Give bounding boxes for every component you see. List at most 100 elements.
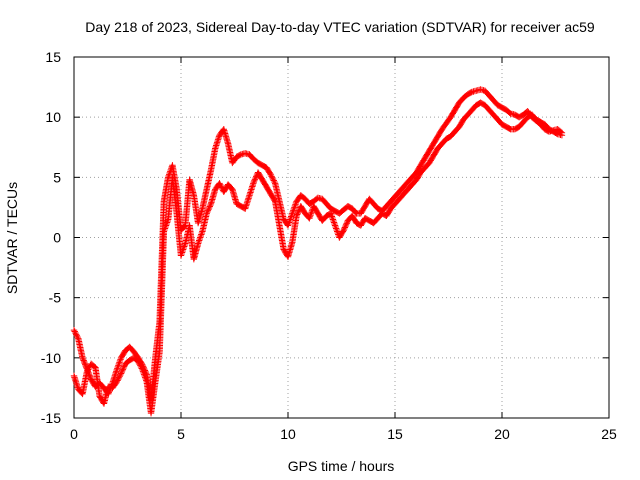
data-point [203, 210, 210, 217]
y-tick-label: -10 [41, 350, 61, 366]
data-point [195, 237, 203, 244]
data-point [116, 357, 124, 365]
data-point [140, 369, 147, 377]
data-point [72, 331, 80, 338]
data-point [197, 232, 204, 240]
data-point [82, 361, 89, 368]
data-point [115, 362, 122, 369]
data-point [340, 227, 347, 234]
data-point [164, 217, 171, 225]
data-point [292, 199, 300, 207]
data-point [290, 207, 297, 214]
data-point [307, 212, 314, 219]
data-point [217, 182, 225, 190]
data-point [80, 357, 87, 364]
data-point [79, 354, 86, 362]
data-point [342, 221, 350, 228]
data-point [216, 180, 223, 187]
data-point [341, 224, 349, 231]
data-point [342, 222, 349, 230]
data-point [308, 209, 315, 216]
data-point [179, 246, 187, 253]
data-point [327, 210, 334, 217]
y-tick-label: 0 [53, 230, 61, 246]
data-point [137, 363, 145, 371]
x-tick-label: 20 [494, 426, 510, 442]
y-tick-label: 10 [45, 109, 61, 125]
data-point [179, 247, 186, 255]
y-tick-label: -15 [41, 410, 61, 426]
data-point [82, 362, 89, 370]
data-point [334, 228, 341, 235]
data-point [331, 220, 338, 228]
data-point [180, 244, 187, 252]
data-point [306, 215, 313, 222]
y-tick-label: 15 [45, 49, 61, 65]
data-point [218, 184, 225, 191]
data-point [291, 202, 299, 210]
data-point [343, 220, 350, 227]
data-point [165, 172, 172, 180]
data-point [286, 217, 293, 225]
data-point [116, 373, 123, 380]
y-axis-label: SDTVAR / TECUs [4, 182, 20, 294]
data-point [329, 216, 337, 223]
data-point [332, 223, 339, 231]
data-point [117, 370, 125, 377]
x-axis: 0 5 10 15 20 25 [70, 57, 617, 442]
data-point [114, 377, 121, 384]
data-point [81, 360, 88, 367]
data-point [120, 364, 127, 372]
data-points [70, 86, 566, 417]
data-point [161, 226, 168, 234]
grid [74, 57, 609, 418]
data-point [205, 206, 212, 213]
data-point [85, 364, 93, 372]
data-point [70, 326, 78, 334]
data-point [333, 226, 340, 234]
data-point [269, 174, 276, 181]
data-point [142, 375, 149, 383]
data-point [162, 223, 169, 231]
data-point [79, 355, 87, 363]
data-point [198, 229, 206, 237]
data-point [217, 181, 224, 188]
data-point [271, 178, 278, 186]
data-point [83, 369, 91, 376]
data-point [139, 366, 146, 374]
data-point [250, 178, 257, 186]
data-point [251, 176, 259, 183]
data-point [330, 217, 337, 225]
data-point [161, 225, 169, 232]
data-point [195, 238, 202, 246]
data-point [558, 132, 566, 139]
data-point [288, 213, 295, 220]
data-point [137, 362, 144, 369]
data-point [330, 219, 338, 226]
data-point [136, 361, 143, 368]
data-point [140, 371, 148, 378]
x-axis-label: GPS time / hours [288, 458, 395, 474]
data-point [291, 204, 298, 211]
data-point [196, 235, 203, 243]
data-point [135, 358, 142, 365]
data-point [328, 213, 336, 220]
data-point [162, 222, 170, 229]
data-point [135, 359, 143, 367]
data-point [114, 363, 122, 371]
data-point [204, 207, 212, 214]
data-point [115, 374, 123, 381]
data-point [293, 212, 300, 220]
data-point [194, 240, 202, 247]
y-tick-label: -5 [49, 290, 62, 306]
data-point [178, 250, 185, 258]
data-point [197, 234, 204, 241]
data-point [85, 366, 92, 373]
data-point [332, 225, 340, 232]
data-point [181, 243, 188, 250]
data-point [285, 220, 292, 228]
data-point [341, 225, 348, 233]
y-tick-label: 5 [53, 169, 61, 185]
data-point [115, 360, 123, 368]
